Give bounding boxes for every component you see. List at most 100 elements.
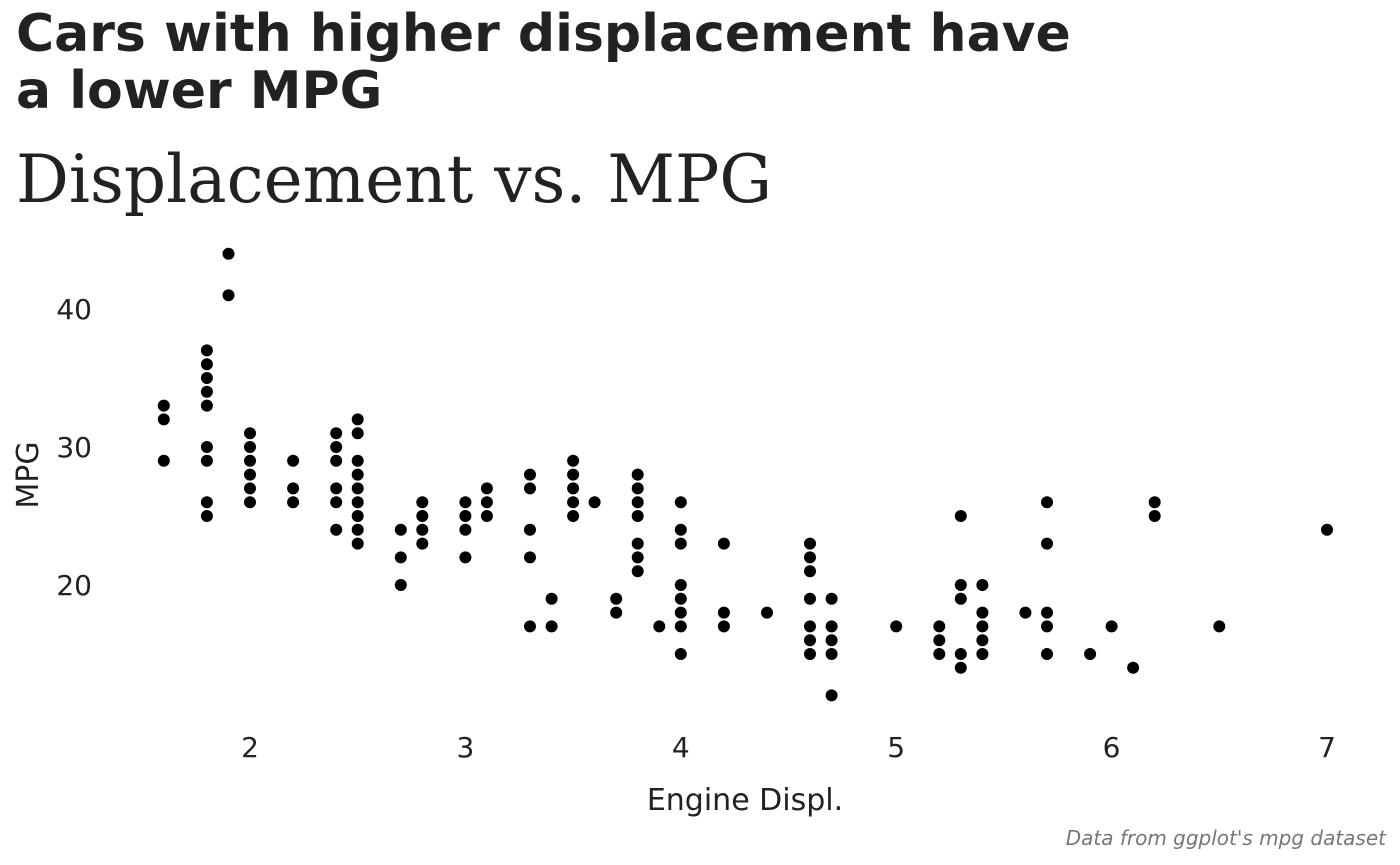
data-point bbox=[674, 496, 687, 509]
data-point bbox=[717, 606, 730, 619]
data-point bbox=[933, 620, 946, 633]
data-point bbox=[200, 454, 213, 467]
data-point bbox=[351, 537, 364, 550]
data-point bbox=[351, 496, 364, 509]
y-tick-label: 40 bbox=[56, 293, 92, 326]
data-point bbox=[416, 537, 429, 550]
data-point bbox=[631, 551, 644, 564]
data-point bbox=[1084, 648, 1097, 660]
data-point bbox=[588, 496, 601, 509]
data-point bbox=[1041, 648, 1053, 660]
data-point bbox=[954, 648, 967, 660]
data-point bbox=[416, 510, 429, 522]
data-point bbox=[1041, 606, 1053, 619]
data-point bbox=[1127, 661, 1140, 674]
data-point bbox=[631, 537, 644, 550]
data-point bbox=[761, 606, 773, 619]
data-point bbox=[954, 661, 967, 674]
data-point bbox=[631, 482, 644, 495]
chart-subtitle: Displacement vs. MPG bbox=[16, 141, 773, 218]
data-point bbox=[351, 427, 364, 440]
data-point bbox=[351, 510, 364, 522]
data-point bbox=[674, 648, 687, 660]
data-point bbox=[631, 496, 644, 509]
chart-caption: Data from ggplot's mpg dataset bbox=[1065, 826, 1386, 850]
data-point bbox=[200, 344, 213, 357]
data-point bbox=[631, 468, 644, 481]
data-point bbox=[825, 592, 838, 605]
data-point bbox=[674, 579, 687, 591]
data-point bbox=[674, 592, 687, 605]
data-point bbox=[804, 634, 816, 647]
data-point bbox=[394, 523, 407, 536]
data-point bbox=[524, 468, 536, 481]
data-point bbox=[351, 413, 364, 426]
data-point bbox=[287, 454, 300, 467]
data-point bbox=[804, 551, 816, 564]
data-point bbox=[567, 454, 580, 467]
data-point bbox=[674, 606, 687, 619]
data-point bbox=[825, 634, 838, 647]
data-point bbox=[1019, 606, 1032, 619]
x-tick-label: 7 bbox=[1318, 731, 1336, 764]
data-point bbox=[287, 496, 300, 509]
data-point bbox=[351, 482, 364, 495]
data-point bbox=[825, 620, 838, 633]
data-point bbox=[545, 620, 558, 633]
data-point bbox=[804, 620, 816, 633]
data-point bbox=[351, 468, 364, 481]
data-point bbox=[1041, 620, 1053, 633]
data-point bbox=[610, 592, 623, 605]
y-axis-title: MPG bbox=[11, 441, 46, 508]
data-point bbox=[674, 523, 687, 536]
x-tick-label: 3 bbox=[456, 731, 474, 764]
data-point bbox=[244, 496, 256, 509]
data-point bbox=[717, 620, 730, 633]
data-point bbox=[954, 579, 967, 591]
data-point bbox=[976, 634, 989, 647]
data-point bbox=[351, 454, 364, 467]
data-point bbox=[244, 454, 256, 467]
data-point bbox=[330, 496, 343, 509]
data-point bbox=[222, 289, 235, 302]
data-point bbox=[524, 523, 536, 536]
data-point bbox=[631, 565, 644, 578]
data-point bbox=[567, 468, 580, 481]
data-point bbox=[287, 482, 300, 495]
data-point bbox=[567, 482, 580, 495]
data-point bbox=[330, 454, 343, 467]
data-point bbox=[545, 592, 558, 605]
data-point bbox=[330, 441, 343, 453]
data-point bbox=[674, 620, 687, 633]
data-point bbox=[200, 358, 213, 371]
data-point bbox=[394, 579, 407, 591]
data-point bbox=[200, 385, 213, 398]
data-point bbox=[459, 551, 472, 564]
data-point bbox=[480, 482, 493, 495]
data-point bbox=[653, 620, 666, 633]
data-point bbox=[351, 523, 364, 536]
data-point bbox=[200, 510, 213, 522]
data-point bbox=[804, 565, 816, 578]
data-point bbox=[825, 648, 838, 660]
data-point bbox=[567, 496, 580, 509]
data-point bbox=[459, 496, 472, 509]
x-axis-title: Engine Displ. bbox=[647, 783, 843, 818]
data-point bbox=[524, 620, 536, 633]
data-points bbox=[157, 247, 1333, 702]
x-axis-ticks: 2 3 4 5 6 7 bbox=[241, 731, 1336, 764]
data-point bbox=[1041, 537, 1053, 550]
data-point bbox=[674, 537, 687, 550]
data-point bbox=[200, 399, 213, 412]
data-point bbox=[394, 551, 407, 564]
data-point bbox=[610, 606, 623, 619]
data-point bbox=[330, 482, 343, 495]
data-point bbox=[976, 648, 989, 660]
x-tick-label: 4 bbox=[672, 731, 690, 764]
data-point bbox=[567, 510, 580, 522]
data-point bbox=[524, 551, 536, 564]
chart-title: Cars with higher displacement have a low… bbox=[16, 4, 1071, 121]
data-point bbox=[1105, 620, 1118, 633]
data-point bbox=[1148, 510, 1161, 522]
data-point bbox=[954, 510, 967, 522]
